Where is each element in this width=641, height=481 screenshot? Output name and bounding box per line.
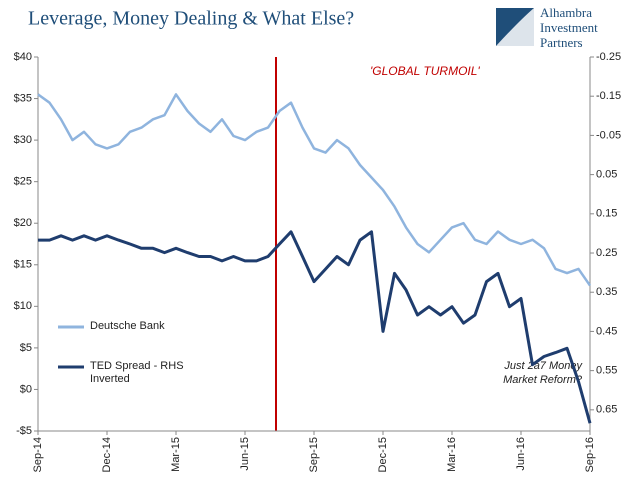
y-tick-label: $30 [14,134,32,146]
y-tick-label: $25 [14,176,32,188]
y2-tick-label: 0.55 [596,365,617,377]
x-tick-label: Jun-16 [515,437,527,471]
note: Market Reform? [503,374,583,386]
logo-swoosh [496,8,534,46]
chart-title: Leverage, Money Dealing & What Else? [28,8,354,30]
y2-tick-label: 0.45 [596,325,617,337]
y2-tick-label: 0.05 [596,169,617,181]
x-tick-label: Dec-15 [377,437,389,472]
x-tick-label: Dec-14 [101,437,113,472]
y2-tick-label: -0.15 [596,90,621,102]
series-line [37,93,592,287]
series-line [38,230,592,424]
y2-tick-label: -0.05 [596,129,621,141]
y2-tick-label: 0.15 [596,208,617,220]
logo-text: Partners [540,35,583,50]
y2-tick-label: 0.35 [596,286,617,298]
event-label: 'GLOBAL TURMOIL' [370,64,480,78]
x-tick-label: Jun-15 [239,437,251,471]
x-tick-label: Mar-16 [446,437,458,472]
y2-tick-label: 0.25 [596,247,617,259]
legend-label: Deutsche Bank [90,320,165,332]
y-tick-label: $40 [14,51,32,63]
y2-tick-label: 0.65 [596,404,617,416]
x-tick-label: Sep-16 [584,437,596,472]
y-tick-label: $20 [14,217,32,229]
x-tick-label: Sep-15 [308,437,320,472]
note: Just 2a7 Money [503,360,583,372]
x-tick-label: Mar-15 [170,437,182,472]
y-tick-label: $35 [14,92,32,104]
logo-text: Alhambra [540,5,592,20]
logo: Alhambra Investment Partners [496,5,598,50]
y-tick-label: $15 [14,259,32,271]
x-tick-label: Sep-14 [32,437,44,472]
y-tick-label: $10 [14,300,32,312]
y-tick-label: $5 [20,342,32,354]
legend-label: TED Spread - RHS Inverted [90,360,184,385]
y-tick-label: $0 [20,383,32,395]
y-tick-label: -$5 [16,425,32,437]
y2-tick-label: -0.25 [596,51,621,63]
logo-text: Investment [540,20,598,35]
